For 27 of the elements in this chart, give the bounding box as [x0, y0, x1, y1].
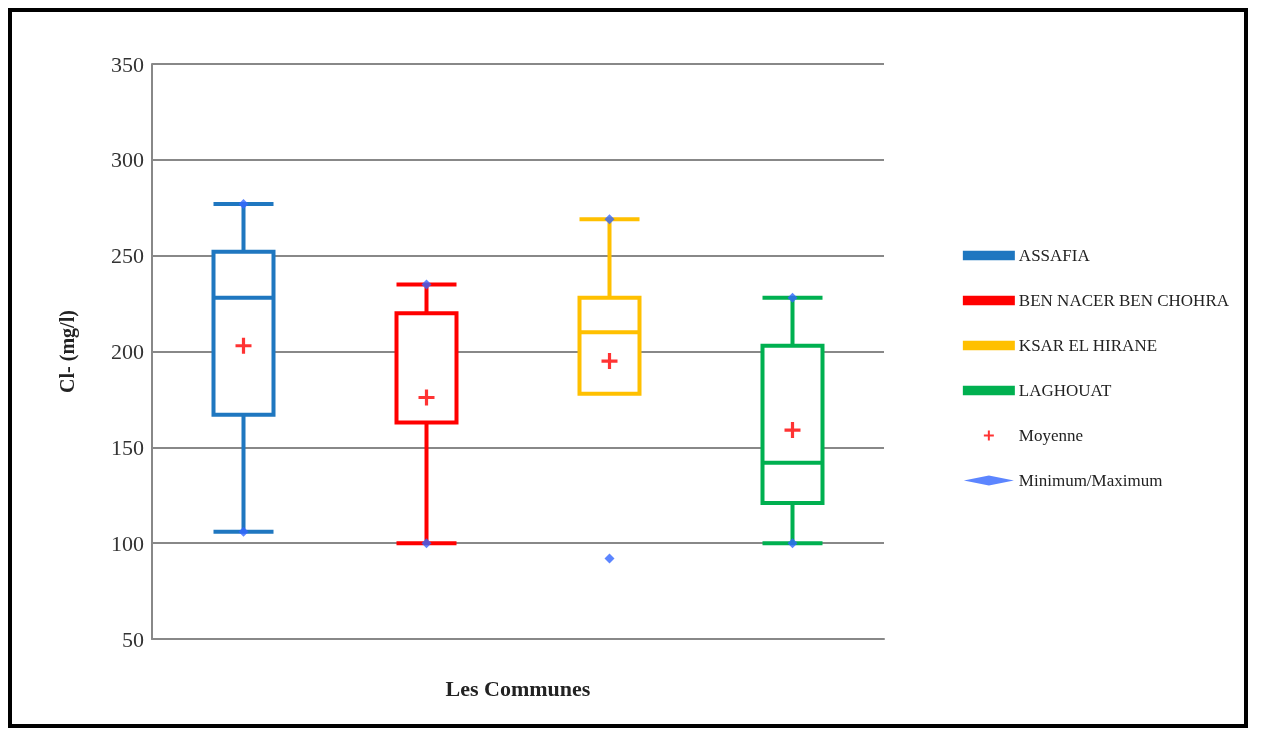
legend-label: Moyenne [1018, 426, 1084, 445]
point [604, 553, 615, 564]
y-axis-title: Cl- (mg/l) [56, 310, 79, 393]
point [601, 353, 618, 370]
y-tick-label: 50 [122, 626, 144, 652]
point [784, 422, 801, 439]
point [238, 198, 249, 209]
y-tick-label: 200 [111, 339, 144, 364]
y-tick-label: 300 [111, 147, 144, 173]
x-axis-title: Les Communes [445, 675, 591, 701]
legend-label: Minimum/Maximum [1018, 471, 1163, 490]
point [421, 538, 432, 549]
legend-label: BEN NACER BEN CHOHRA [1018, 291, 1230, 310]
legend-label: KSAR EL HIRANE [1018, 336, 1158, 355]
legend-label: LAGHOUAT [1018, 381, 1113, 400]
y-tick-label: 350 [111, 51, 144, 77]
y-tick-label: 250 [111, 243, 144, 269]
point [235, 337, 252, 354]
point [787, 538, 798, 549]
point [787, 292, 798, 303]
legend-label: ASSAFIA [1018, 246, 1091, 265]
y-tick-label: 100 [111, 530, 144, 556]
point [418, 389, 435, 406]
point [238, 526, 249, 537]
point [421, 279, 432, 290]
point [604, 214, 615, 225]
y-tick-label: 150 [111, 434, 144, 460]
